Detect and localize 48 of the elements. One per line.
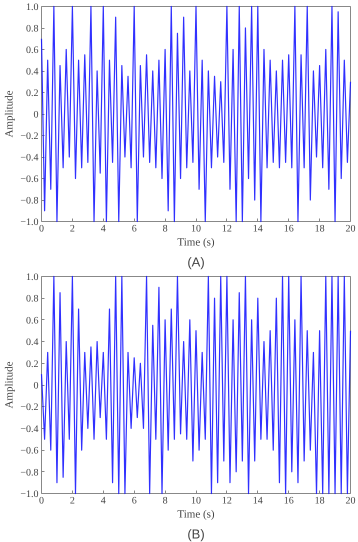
x-tick-label: 14 xyxy=(252,224,263,234)
y-tick-label: −0.2 xyxy=(20,402,38,414)
x-tick-label: 12 xyxy=(222,224,232,234)
x-tick-label: 20 xyxy=(346,224,356,234)
y-tick-label: 1.0 xyxy=(26,272,38,283)
x-tick-label: 10 xyxy=(191,496,201,506)
x-tick-label: 18 xyxy=(314,224,325,234)
x-tick-label: 4 xyxy=(100,224,106,234)
y-tick-label: −0.2 xyxy=(20,131,38,142)
y-tick-label: 0.6 xyxy=(26,315,38,326)
x-tick-label: 12 xyxy=(222,496,232,506)
y-tick-label: 0.8 xyxy=(26,24,38,34)
x-tick-label: 6 xyxy=(132,224,137,234)
x-axis-title: Time (s) xyxy=(177,508,215,520)
y-tick-label: 0.4 xyxy=(26,337,38,348)
y-tick-label: 0.8 xyxy=(26,294,38,305)
x-tick-label: 2 xyxy=(70,224,75,234)
y-tick-label: −1.0 xyxy=(20,489,38,500)
x-tick-label: 10 xyxy=(191,224,201,234)
y-tick-label: −0.8 xyxy=(20,467,38,478)
x-tick-label: 18 xyxy=(314,496,325,506)
y-tick-label: −0.6 xyxy=(20,174,38,185)
y-tick-label: −0.8 xyxy=(20,196,38,206)
x-axis-title: Time (s) xyxy=(177,236,215,248)
y-tick-label: 0 xyxy=(34,110,38,120)
y-tick-label: 1.0 xyxy=(26,2,38,13)
y-axis-title: Amplitude xyxy=(3,361,16,409)
y-tick-label: −0.4 xyxy=(20,152,38,164)
x-tick-label: 16 xyxy=(284,496,294,506)
y-tick-label: −1.0 xyxy=(20,217,38,228)
text: (B) xyxy=(187,526,205,542)
x-tick-label: 16 xyxy=(284,224,294,234)
y-axis-title: Amplitude xyxy=(3,90,16,138)
text: (A) xyxy=(187,254,205,270)
x-tick-label: 14 xyxy=(252,496,263,506)
x-tick-label: 20 xyxy=(346,496,356,506)
y-tick-label: 0.2 xyxy=(26,358,38,370)
y-tick-label: 0.6 xyxy=(26,45,38,56)
x-tick-label: 2 xyxy=(70,496,75,506)
y-tick-label: −0.6 xyxy=(20,446,38,457)
x-tick-label: 6 xyxy=(132,496,137,506)
x-tick-label: 4 xyxy=(100,496,106,506)
x-tick-label: 8 xyxy=(162,496,168,506)
y-tick-label: 0.2 xyxy=(26,88,38,99)
y-tick-label: 0 xyxy=(34,380,38,392)
y-tick-label: −0.4 xyxy=(20,424,38,435)
y-tick-label: 0.4 xyxy=(26,66,38,78)
x-tick-label: 8 xyxy=(162,224,168,234)
